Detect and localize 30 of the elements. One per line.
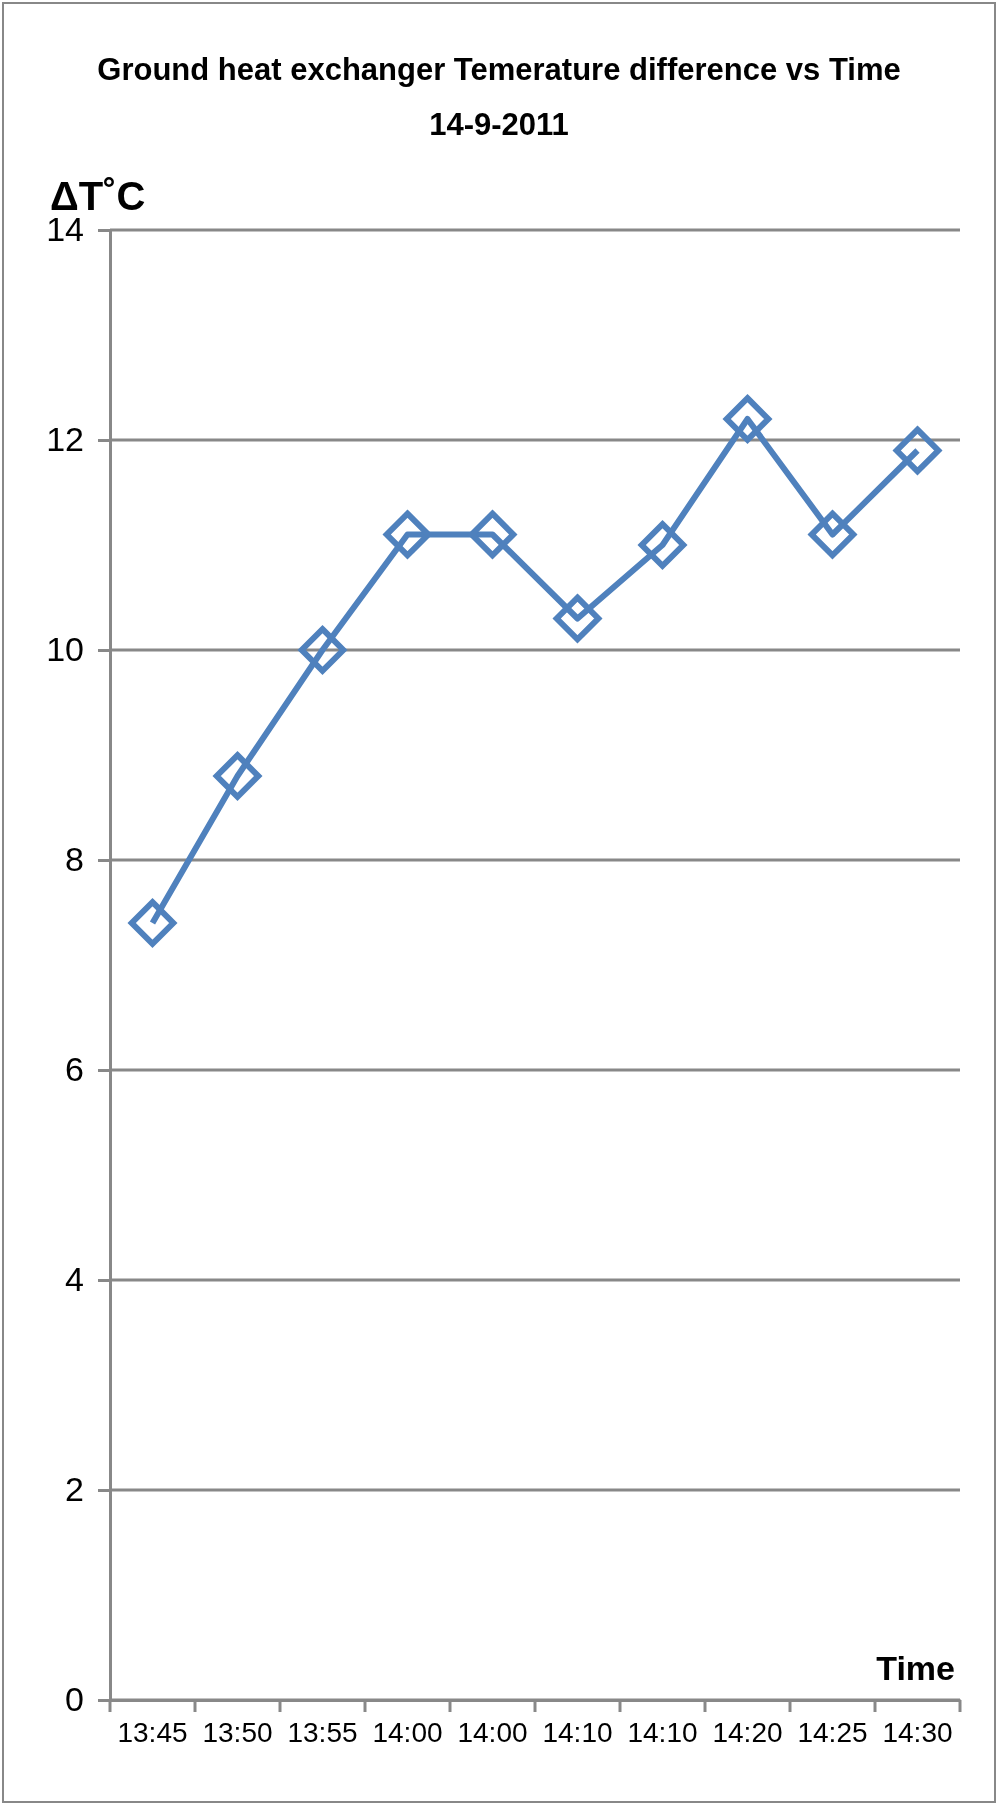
x-tick-label: 14:00 [372,1716,443,1748]
point [468,510,517,559]
chart-title: Ground heat exchanger Temerature difference vs Time [97,52,901,87]
x-tick-label: 14:00 [457,1716,528,1748]
point [128,899,177,947]
y-tick-label: 6 [65,1050,84,1089]
point [383,510,432,559]
x-tick-label: 13:45 [117,1716,188,1748]
y-tick-label: 4 [65,1260,84,1299]
y-tick-label: 12 [46,420,84,459]
point [893,426,942,475]
x-tick-label: 13:50 [202,1716,273,1748]
point [723,395,772,443]
y-tick-label: 2 [65,1470,84,1509]
chart-subtitle: 14-9-2011 [429,107,569,142]
y-tick-label: 8 [65,840,84,879]
y-tick-label: 10 [46,630,84,669]
x-tick-label: 14:30 [882,1716,953,1748]
x-tick-label: 14:10 [542,1716,613,1748]
point [298,626,347,674]
x-tick-label: 14:10 [627,1716,698,1748]
x-axis-title: Time [876,1649,955,1687]
x-tick-label: 14:20 [712,1716,783,1748]
point [808,510,857,559]
point [553,594,602,643]
y-tick-label: 0 [65,1680,84,1719]
x-tick-label: 13:55 [287,1716,358,1748]
x-tick-label: 14:25 [797,1716,868,1748]
point [213,752,262,800]
point [638,521,687,569]
